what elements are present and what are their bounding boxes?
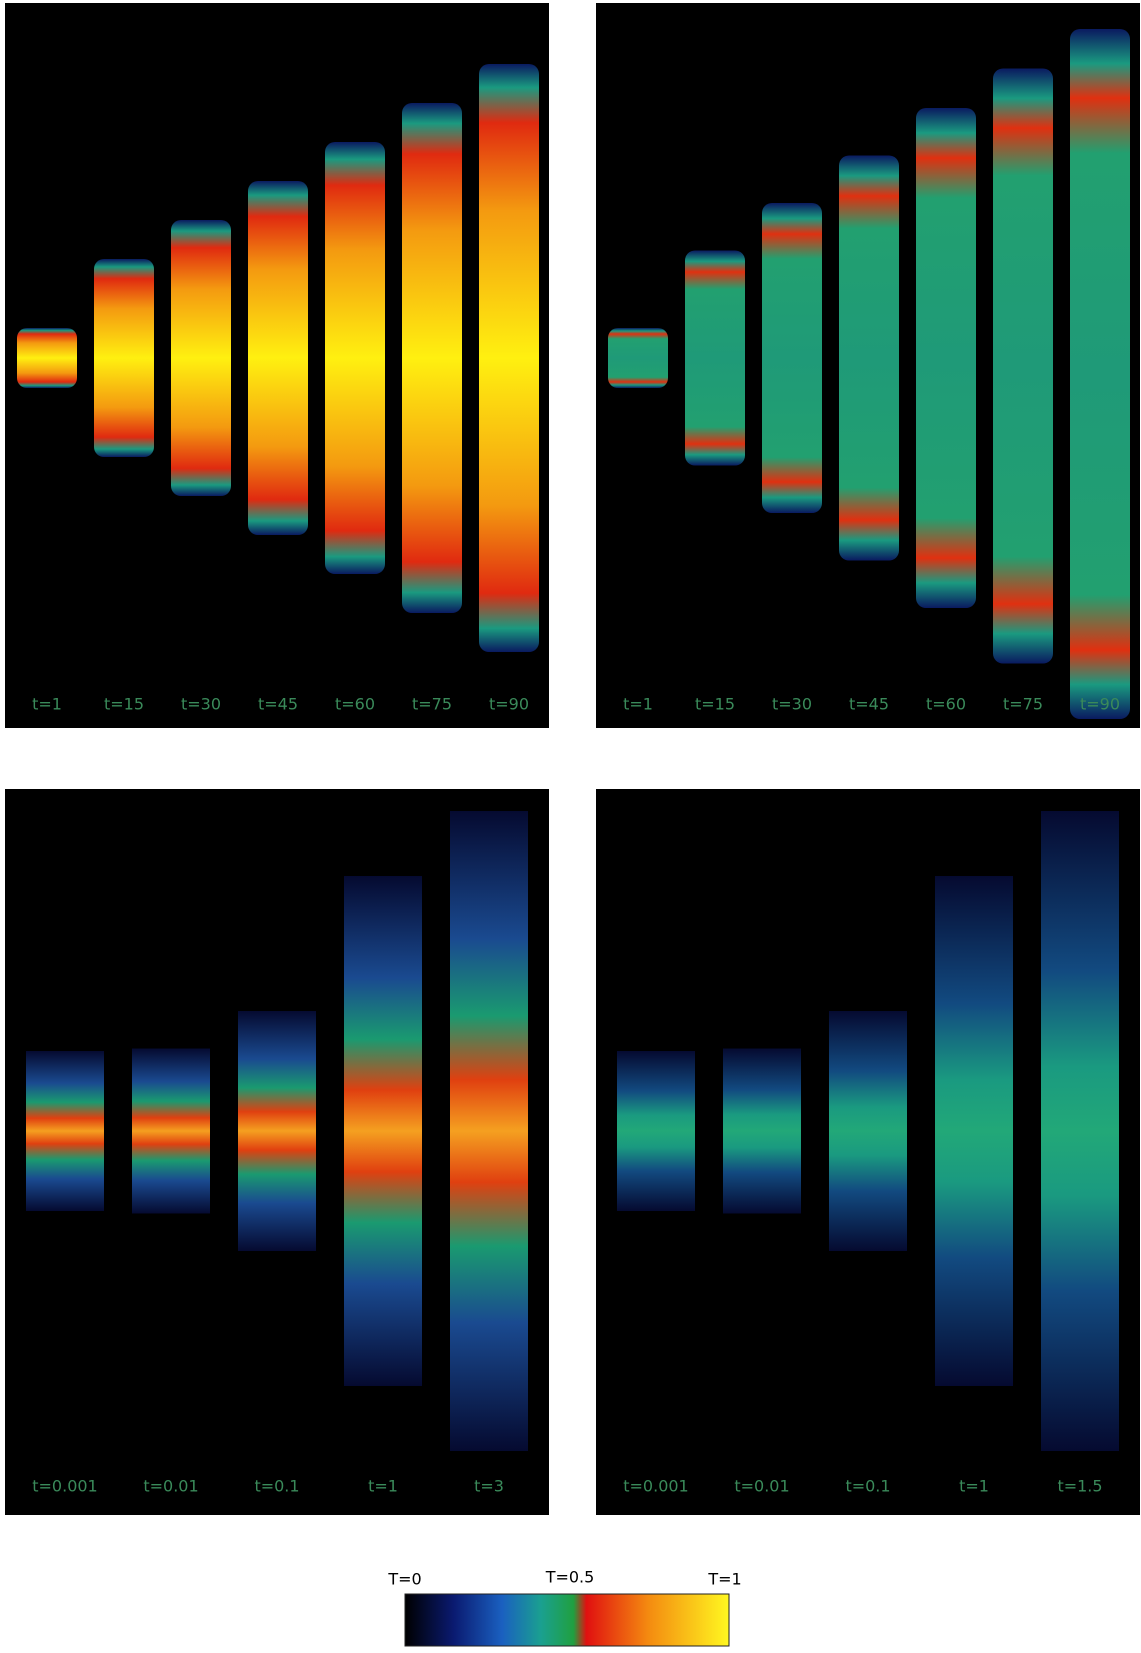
simulation-snapshot [608, 328, 668, 388]
time-label: t=0.01 [734, 1477, 789, 1496]
simulation-snapshot [344, 876, 422, 1386]
colorbar-label: T=0 [387, 1570, 421, 1589]
simulation-snapshot [617, 1051, 695, 1211]
simulation-snapshot [171, 220, 231, 496]
time-label: t=90 [489, 695, 529, 714]
time-label: t=0.001 [32, 1477, 97, 1496]
simulation-snapshot [238, 1011, 316, 1251]
simulation-snapshot [993, 69, 1053, 664]
simulation-snapshot [248, 181, 308, 535]
time-label: t=75 [412, 695, 452, 714]
time-label: t=0.1 [254, 1477, 299, 1496]
simulation-snapshot [402, 103, 462, 613]
time-label: t=1 [32, 695, 62, 714]
time-label: t=1 [368, 1477, 398, 1496]
time-label: t=90 [1080, 695, 1120, 714]
simulation-snapshot [723, 1049, 801, 1214]
simulation-snapshot [1070, 29, 1130, 719]
time-label: t=30 [181, 695, 221, 714]
simulation-snapshot [762, 203, 822, 513]
simulation-snapshot [1041, 811, 1119, 1451]
colorbar-label: T=0.5 [545, 1568, 595, 1587]
time-label: t=15 [104, 695, 144, 714]
simulation-snapshot [935, 876, 1013, 1386]
simulation-snapshot [685, 251, 745, 466]
simulation-snapshot [479, 64, 539, 652]
time-label: t=0.01 [143, 1477, 198, 1496]
simulation-snapshot [132, 1049, 210, 1214]
simulation-snapshot [839, 156, 899, 561]
simulation-snapshot [94, 259, 154, 457]
simulation-snapshot [829, 1011, 907, 1251]
time-label: t=45 [258, 695, 298, 714]
time-label: t=15 [695, 695, 735, 714]
time-label: t=75 [1003, 695, 1043, 714]
colorbar [405, 1594, 729, 1646]
time-label: t=3 [474, 1477, 504, 1496]
time-label: t=30 [772, 695, 812, 714]
simulation-snapshot [916, 108, 976, 608]
time-label: t=1 [959, 1477, 989, 1496]
time-label: t=45 [849, 695, 889, 714]
time-label: t=0.001 [623, 1477, 688, 1496]
time-label: t=1.5 [1057, 1477, 1102, 1496]
figure: t=1 t=15 t=30 t=45 t=60 t=75 t=90 t=1 t=15 t=30 t=… [0, 0, 1141, 1649]
simulation-snapshot [325, 142, 385, 574]
time-label: t=60 [926, 695, 966, 714]
colorbar-label: T=1 [707, 1570, 741, 1589]
time-label: t=0.1 [845, 1477, 890, 1496]
simulation-snapshot [26, 1051, 104, 1211]
simulation-snapshot [450, 811, 528, 1451]
panels: t=1 t=15 t=30 t=45 t=60 t=75 t=90 t=1 t=15 t=30 t=… [5, 3, 1140, 1515]
time-label: t=60 [335, 695, 375, 714]
simulation-snapshot [17, 328, 77, 388]
time-label: t=1 [623, 695, 653, 714]
